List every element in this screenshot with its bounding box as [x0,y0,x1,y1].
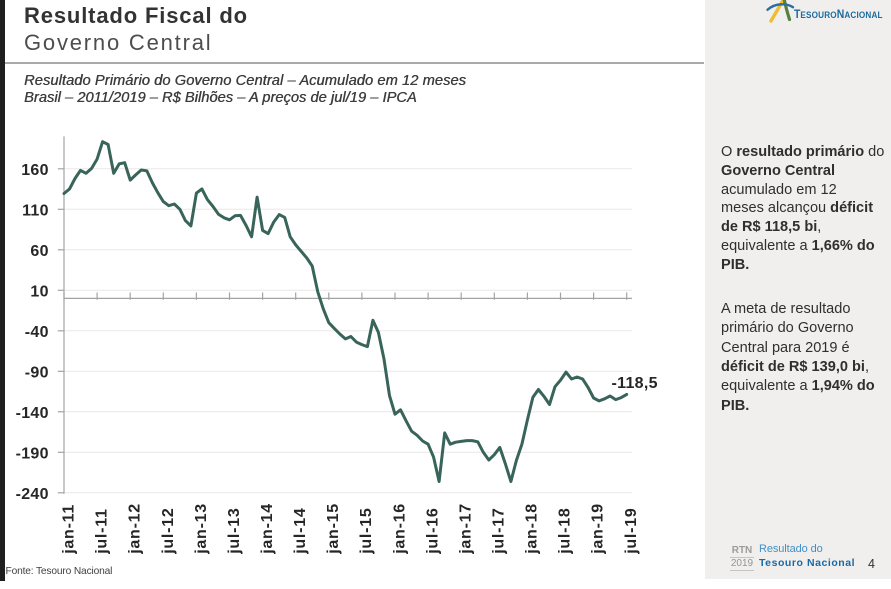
svg-text:-140: -140 [16,405,49,422]
svg-text:jan-14: jan-14 [259,503,276,555]
svg-text:-190: -190 [16,445,49,462]
svg-text:jan-16: jan-16 [391,503,408,555]
svg-text:jul-11: jul-11 [94,508,111,554]
svg-text:jul-18: jul-18 [557,508,574,555]
svg-text:jul-12: jul-12 [160,508,177,555]
svg-text:-90: -90 [25,364,49,381]
svg-text:jan-17: jan-17 [457,503,474,555]
svg-text:jan-18: jan-18 [524,503,541,555]
svg-text:-40: -40 [25,324,49,341]
svg-text:-118,5: -118,5 [612,375,658,392]
svg-text:jul-17: jul-17 [491,508,508,555]
svg-text:jul-15: jul-15 [358,508,375,555]
svg-text:jan-11: jan-11 [61,504,78,555]
svg-text:60: 60 [30,243,48,260]
svg-text:-240: -240 [16,486,49,503]
svg-text:10: 10 [30,283,48,300]
svg-text:jan-12: jan-12 [127,503,144,555]
svg-text:jul-14: jul-14 [292,508,309,555]
svg-text:110: 110 [22,202,49,219]
svg-text:jan-19: jan-19 [590,503,607,555]
svg-text:jul-19: jul-19 [623,508,640,555]
svg-text:jul-13: jul-13 [226,508,243,555]
svg-text:jan-13: jan-13 [193,503,210,555]
svg-text:160: 160 [21,162,49,179]
svg-text:jul-16: jul-16 [424,508,441,555]
svg-text:jan-15: jan-15 [325,503,342,555]
